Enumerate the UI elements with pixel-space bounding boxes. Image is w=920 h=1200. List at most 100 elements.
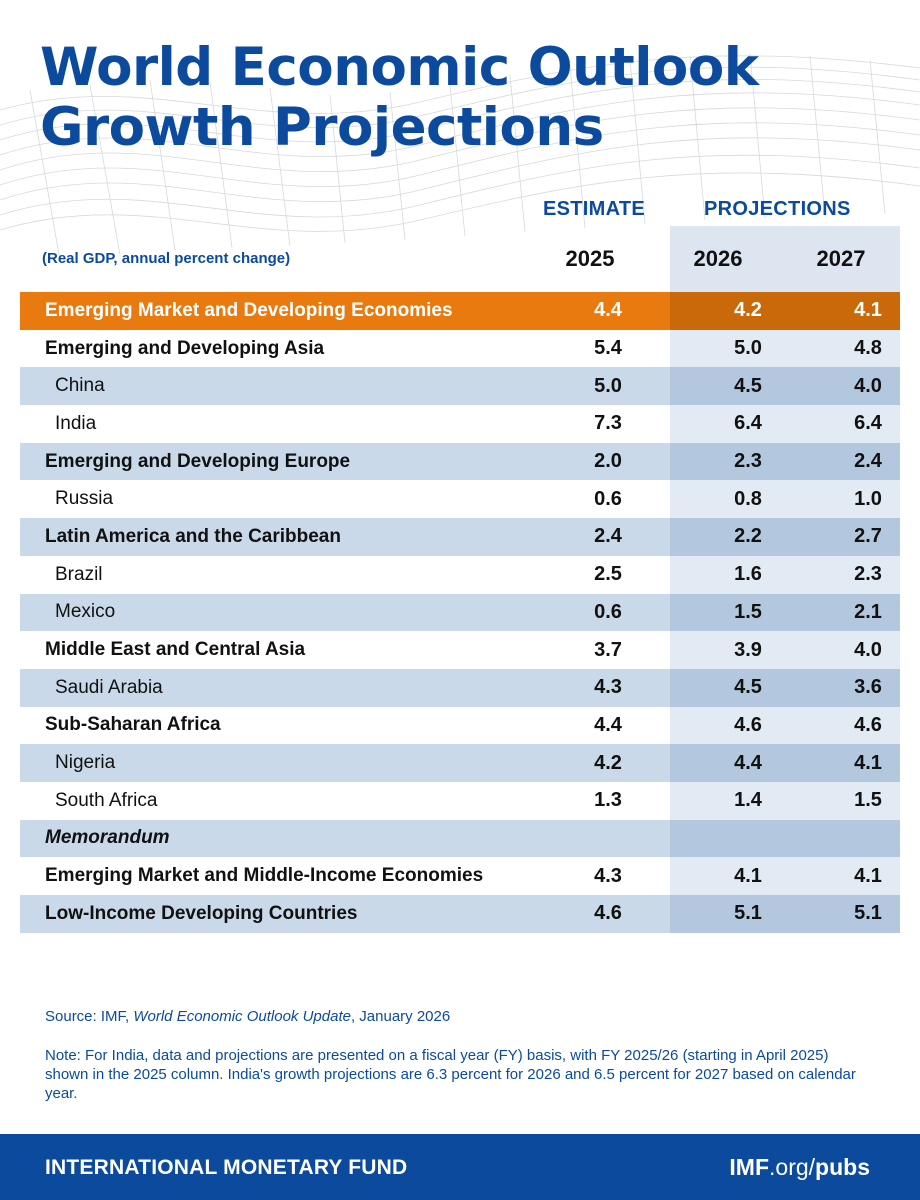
row-label: Russia [55,488,114,510]
table-row: Emerging Market and Middle-Income Econom… [20,857,900,895]
row-label: Emerging and Developing Europe [45,450,351,472]
value-2026: 4.5 [734,374,762,397]
row-label: Saudi Arabia [55,676,163,698]
table-row: Brazil 2.5 1.6 2.3 [20,555,900,594]
value-2026: 5.0 [734,337,762,360]
table-row: China 5.0 4.5 4.0 [20,367,900,406]
value-2025: 4.6 [594,902,622,925]
table-row: Sub-Saharan Africa 4.4 4.6 4.6 [20,706,900,745]
source-prefix: Source: IMF, [45,1008,134,1025]
row-label: Nigeria [55,752,116,774]
title-line-2: Growth Projections [40,97,604,158]
row-label: Latin America and the Caribbean [45,525,341,547]
row-label: India [55,412,97,434]
row-label: China [55,375,105,397]
footer-bar: INTERNATIONAL MONETARY FUND IMF.org/pubs [0,1134,920,1200]
url-part-path: pubs [815,1154,870,1180]
value-2026: 1.5 [734,600,762,623]
value-2026: 1.4 [734,789,762,812]
year-header-2025: 2025 [565,246,615,271]
row-label: Emerging and Developing Asia [45,337,325,359]
year-header-2026: 2026 [693,246,743,271]
value-2025: 4.3 [594,864,622,887]
value-2026: 5.1 [734,902,762,925]
table-row: Emerging Market and Developing Economies… [20,292,900,330]
value-2027: 5.1 [854,902,882,925]
value-2025: 0.6 [594,487,622,510]
value-2027: 1.0 [854,487,882,510]
source-note: Source: IMF, World Economic Outlook Upda… [45,1008,450,1025]
value-2026: 3.9 [734,638,762,661]
value-2025: 2.0 [594,450,622,473]
table-row: Latin America and the Caribbean 2.4 2.2 … [20,518,900,556]
row-label: Sub-Saharan Africa [45,714,221,736]
value-2026: 4.5 [734,676,762,699]
value-2026: 4.6 [734,713,762,736]
value-2026: 2.3 [734,450,762,473]
source-suffix: , January 2026 [350,1008,451,1025]
table-row: Saudi Arabia 4.3 4.5 3.6 [20,668,900,707]
value-2025: 5.0 [594,374,622,397]
row-label: Mexico [55,601,116,623]
row-label: Middle East and Central Asia [45,639,306,661]
value-2026: 4.4 [734,751,762,774]
value-2026: 0.8 [734,487,762,510]
value-2027: 4.8 [854,337,882,360]
value-2027: 3.6 [854,676,882,699]
value-2026: 6.4 [734,412,762,435]
value-2026: 2.2 [734,525,762,548]
value-2025: 5.4 [594,337,622,360]
projections-header-band [670,226,900,292]
table-row: Low-Income Developing Countries 4.6 5.1 … [20,895,900,933]
row-label: Low-Income Developing Countries [45,902,358,924]
url-part-imf: IMF [729,1154,770,1180]
value-2027: 4.1 [854,864,882,887]
title-line-1: World Economic Outlook [40,37,759,98]
value-2027: 4.1 [854,299,882,322]
table-row-memorandum: Memorandum [20,819,900,858]
source-publication: World Economic Outlook Update [133,1008,351,1025]
value-2025: 2.5 [594,563,622,586]
value-2025: 4.2 [594,751,622,774]
value-2027: 4.0 [854,374,882,397]
value-2025: 2.4 [594,525,622,548]
table-row: Mexico 0.6 1.5 2.1 [20,593,900,632]
value-2027: 2.3 [854,563,882,586]
year-header-2027: 2027 [816,246,866,271]
value-2027: 4.1 [854,751,882,774]
value-2026: 4.1 [734,864,762,887]
table-row: India 7.3 6.4 6.4 [20,405,900,443]
units-subtitle: (Real GDP, annual percent change) [42,250,291,267]
value-2027: 4.6 [854,713,882,736]
url-part-domain: .org/ [769,1154,816,1180]
value-2026: 4.2 [734,299,762,322]
footnote: Note: For India, data and projections ar… [45,1047,856,1102]
value-2027: 6.4 [854,412,882,435]
value-2027: 2.7 [854,525,882,548]
value-2025: 3.7 [594,638,622,661]
value-2027: 2.1 [854,600,882,623]
website-link[interactable]: IMF.org/pubs [729,1154,870,1181]
table-row: Middle East and Central Asia 3.7 3.9 4.0 [20,631,900,669]
value-2027: 4.0 [854,638,882,661]
page-title: World Economic Outlook Growth Projection… [40,37,759,158]
table-row: South Africa 1.3 1.4 1.5 [20,781,900,820]
value-2025: 7.3 [594,412,622,435]
table-row: Emerging and Developing Europe 2.0 2.3 2… [20,442,900,481]
value-2027: 1.5 [854,789,882,812]
value-2025: 1.3 [594,789,622,812]
table-row: Emerging and Developing Asia 5.4 5.0 4.8 [20,329,900,368]
estimate-header: ESTIMATE [543,198,646,220]
value-2025: 0.6 [594,600,622,623]
value-2026: 1.6 [734,563,762,586]
organization-name: INTERNATIONAL MONETARY FUND [45,1156,408,1179]
value-2025: 4.3 [594,676,622,699]
row-label: Memorandum [45,827,170,849]
row-label: Emerging Market and Middle-Income Econom… [45,865,484,887]
value-2025: 4.4 [594,713,622,736]
table-row: Nigeria 4.2 4.4 4.1 [20,744,900,782]
row-label: Brazil [55,563,103,585]
growth-table: Emerging Market and Developing Economies… [20,292,900,933]
value-2025: 4.4 [594,299,622,322]
row-label: South Africa [55,789,158,811]
